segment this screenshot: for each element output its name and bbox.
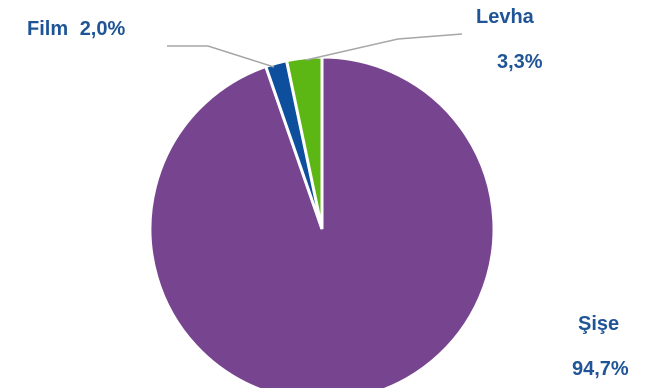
label-film-value: 2,0% <box>80 18 126 40</box>
label-film-name: Film <box>27 18 68 40</box>
label-film: Film 2,0% <box>27 18 125 40</box>
leader-lines <box>167 33 463 68</box>
label-sise-value: 94,7% <box>572 358 629 380</box>
label-levha-name: Levha <box>476 6 535 28</box>
leader-line-film <box>167 45 275 68</box>
leader-line-levha <box>305 33 463 61</box>
pie-slices <box>148 55 496 388</box>
label-sise-name: Şişe <box>578 313 619 335</box>
label-levha-value: 3,3% <box>497 51 543 73</box>
